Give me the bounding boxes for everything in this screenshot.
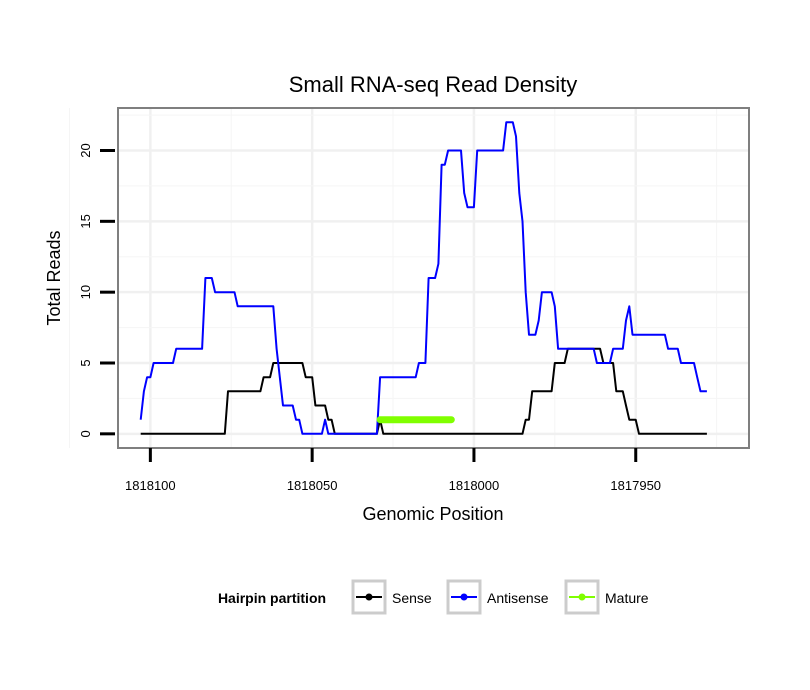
legend-key-point-antisense bbox=[460, 593, 468, 601]
grid bbox=[68, 108, 749, 448]
x-tick-label: 1818100 bbox=[125, 478, 176, 493]
legend-entry-mature: Mature bbox=[564, 579, 649, 615]
series-layer bbox=[139, 121, 707, 435]
legend-label-antisense: Antisense bbox=[487, 590, 549, 606]
legend-entry-antisense: Antisense bbox=[446, 579, 549, 615]
chart-title: Small RNA-seq Read Density bbox=[289, 72, 578, 97]
legend-key-point-sense bbox=[365, 593, 373, 601]
legend-title: Hairpin partition bbox=[218, 590, 326, 606]
y-tick-label: 0 bbox=[78, 430, 93, 437]
legend: Hairpin partition Sense Antisense Mature bbox=[218, 579, 649, 615]
plot-panel-border bbox=[117, 107, 750, 449]
series-line-sense bbox=[140, 347, 707, 435]
legend-key-point-mature bbox=[578, 593, 586, 601]
x-tick-label: 1818000 bbox=[449, 478, 500, 493]
legend-entry-sense: Sense bbox=[351, 579, 432, 615]
legend-label-sense: Sense bbox=[392, 590, 432, 606]
legend-label-mature: Mature bbox=[605, 590, 649, 606]
x-axis-title: Genomic Position bbox=[362, 504, 503, 524]
x-axis: 1818100 1818050 1818000 1817950 bbox=[125, 448, 661, 493]
series-line-antisense bbox=[139, 121, 707, 435]
y-tick-label: 10 bbox=[78, 285, 93, 299]
y-axis-title: Total Reads bbox=[44, 230, 64, 325]
y-tick-label: 20 bbox=[78, 143, 93, 157]
x-tick-label: 1817950 bbox=[610, 478, 661, 493]
x-tick-label: 1818050 bbox=[287, 478, 338, 493]
y-tick-label: 5 bbox=[78, 359, 93, 366]
y-tick-label: 15 bbox=[78, 214, 93, 228]
y-axis: 0 5 10 15 20 bbox=[78, 143, 115, 437]
